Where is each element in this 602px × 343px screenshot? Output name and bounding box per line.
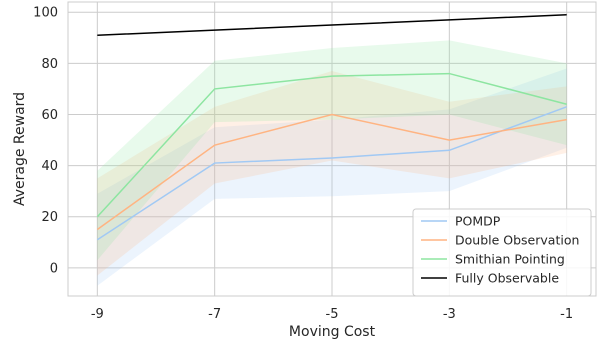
- legend: POMDP Double Observation Smithian Pointing…: [412, 208, 592, 297]
- y-tick-labels: 0 20 40 60 80 100: [33, 6, 58, 277]
- x-tick-labels: -9 -7 -5 -3 -1: [91, 307, 573, 322]
- y-axis-label: Average Reward: [12, 92, 28, 206]
- legend-box: [412, 208, 592, 297]
- y-tick-label: 60: [41, 108, 58, 123]
- x-axis-label: Moving Cost: [289, 324, 376, 340]
- series-lines: [96, 14, 567, 241]
- confidence-band: [97, 68, 567, 286]
- y-tick-label: 80: [41, 57, 58, 72]
- y-tick-label: 0: [50, 261, 58, 276]
- confidence-band: [97, 40, 567, 261]
- legend-label: POMDP: [455, 214, 501, 229]
- legend-label: Double Observation: [455, 233, 579, 248]
- legend-label: Smithian Pointing: [455, 252, 565, 267]
- legend-label: Fully Observable: [455, 271, 559, 286]
- confidence-bands: [97, 40, 567, 286]
- y-tick-label: 20: [41, 210, 58, 225]
- confidence-band: [97, 71, 567, 276]
- x-tick-label: -7: [208, 307, 221, 322]
- series-line: [97, 14, 567, 36]
- x-tick-label: -5: [326, 307, 339, 322]
- x-tick-label: -1: [560, 307, 573, 322]
- series-line: [96, 72, 567, 218]
- series-line: [96, 113, 567, 231]
- series-line: [96, 106, 567, 241]
- y-tick-label: 40: [41, 159, 58, 174]
- x-tick-label: -3: [443, 307, 456, 322]
- y-tick-label: 100: [33, 6, 58, 21]
- x-tick-label: -9: [91, 307, 104, 322]
